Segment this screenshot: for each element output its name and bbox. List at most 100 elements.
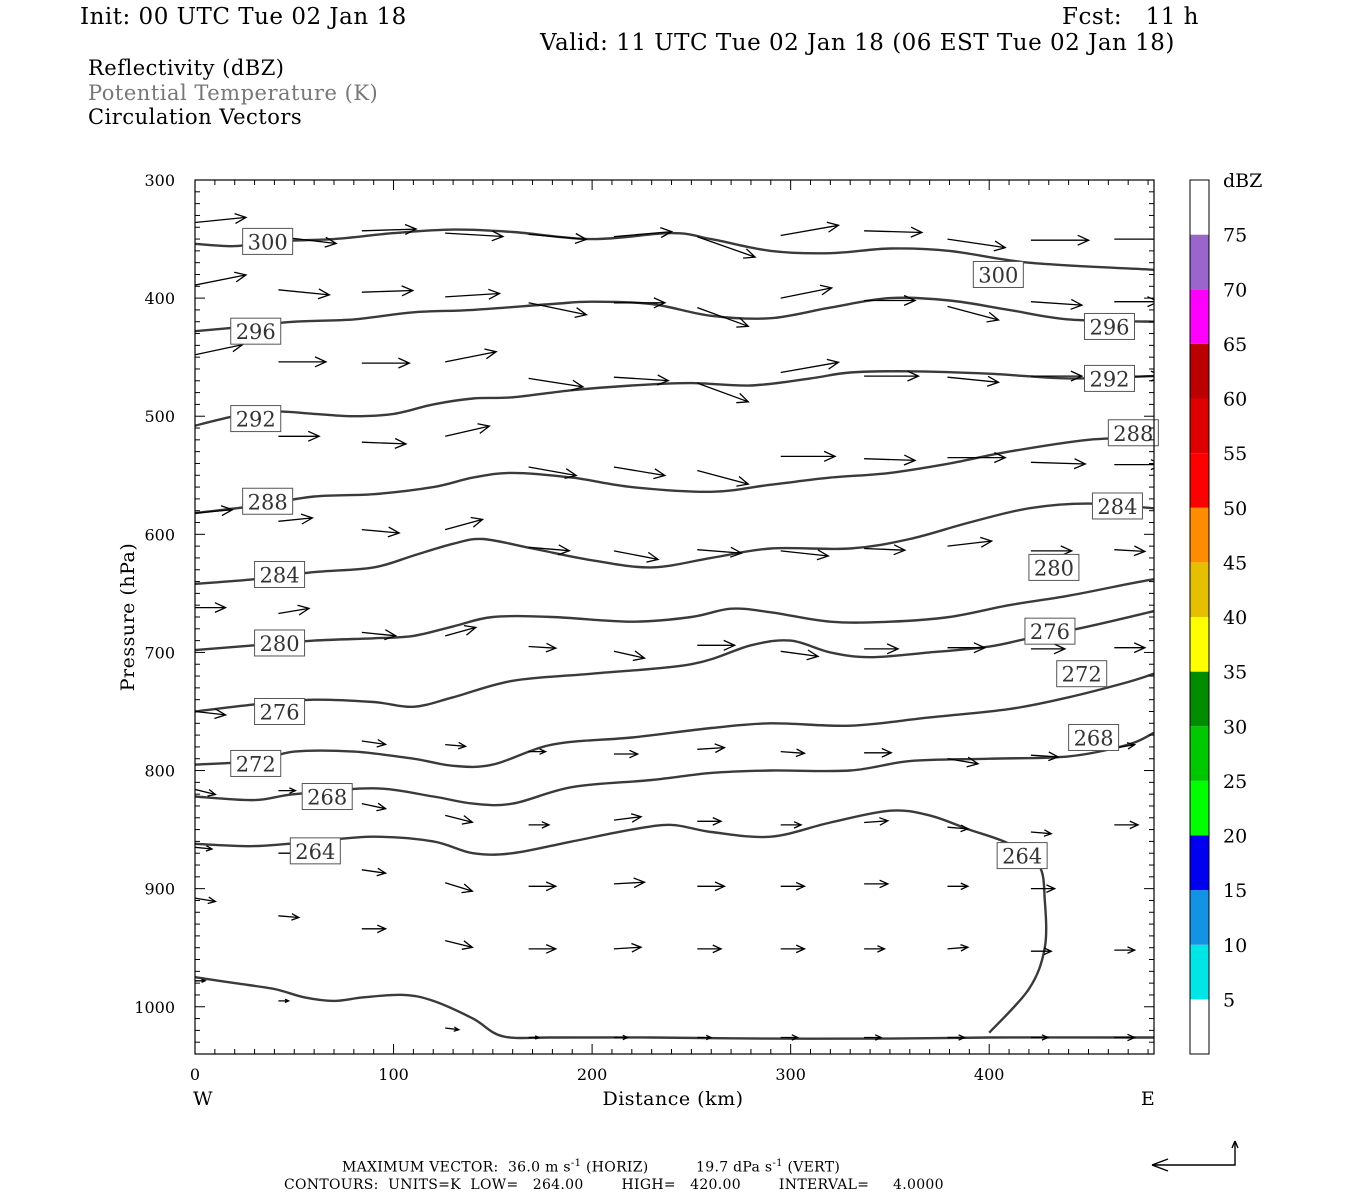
circulation-vector: [780, 450, 837, 462]
circulation-vector: [947, 238, 1007, 252]
contour-label-284: 284: [260, 563, 300, 587]
circulation-vector: [947, 943, 970, 952]
contour-label-box: [242, 487, 294, 515]
circulation-vector: [1114, 238, 1154, 240]
contour-label-276: 276: [260, 700, 300, 724]
contour-label-296: 296: [236, 320, 276, 344]
circulation-vector: [780, 284, 834, 299]
circulation-vector: [947, 824, 970, 833]
contour-labels: 300 300 296 296 292 292 288 288 284 284 280 280 276 2…: [230, 227, 1159, 870]
circulation-vector: [864, 1034, 883, 1041]
y-tick-label: 900: [144, 880, 175, 899]
contour-label-264: 264: [295, 840, 335, 864]
circulation-vector: [445, 882, 474, 894]
theta-contour-280: [195, 578, 1154, 652]
circulation-vector: [1030, 1034, 1050, 1041]
theta-contour-272: [195, 672, 1154, 769]
circulation-vector: [613, 297, 667, 309]
circulation-vector: [947, 756, 980, 768]
forecast-hour: Fcst: 11 h: [1062, 4, 1199, 30]
contour-label-300: 300: [248, 230, 288, 254]
x-tick-label: 300: [775, 1065, 806, 1084]
circulation-vector: [697, 1034, 713, 1041]
circulation-vector: [947, 1034, 967, 1041]
circulation-vector: [445, 348, 498, 363]
circulation-vector: [528, 821, 551, 829]
circulation-vector: [780, 944, 807, 954]
circulation-vector: [780, 821, 803, 829]
circulation-vector: [697, 639, 737, 651]
colorbar-bin: [1190, 180, 1209, 235]
reference-vector-head-up: [1231, 1140, 1239, 1149]
contour-label-box: [1084, 312, 1136, 340]
circulation-vector: [947, 375, 1001, 387]
contour-label-box: [1028, 553, 1080, 581]
contour-label-box: [1056, 660, 1108, 688]
contour-label-box: [1068, 723, 1120, 751]
colorbar-bin: [1190, 835, 1209, 891]
contour-label-288: 288: [248, 490, 288, 514]
contour-label-box: [972, 260, 1024, 288]
circulation-vector: [613, 749, 640, 759]
colorbar-level-label: 60: [1223, 389, 1247, 411]
contour-label-268: 268: [307, 786, 347, 810]
y-tick-label: 700: [144, 643, 175, 662]
colorbar-bin: [1190, 562, 1209, 617]
contour-label-box: [230, 405, 282, 433]
circulation-vector: [1030, 458, 1087, 470]
circulation-vector: [780, 1034, 800, 1041]
contour-label-268: 268: [1074, 726, 1114, 750]
contour-label-272: 272: [1062, 663, 1102, 687]
y-tick-label: 600: [144, 525, 175, 544]
reference-vector-head-left: [1151, 1158, 1169, 1172]
circulation-vector: [361, 357, 411, 369]
circulation-vector: [947, 452, 1007, 464]
contour-label-284: 284: [1097, 495, 1137, 519]
circulation-vector: [528, 642, 558, 653]
circulation-vector: [445, 516, 485, 531]
circulation-vector: [361, 629, 398, 641]
circulation-vector: [780, 649, 820, 661]
circulation-vector: [864, 643, 900, 655]
circulation-vector: [697, 944, 723, 954]
x-tick-label: 400: [974, 1065, 1005, 1084]
circulation-vector: [195, 271, 248, 286]
circulation-vector: [528, 232, 588, 245]
circulation-vector: [613, 877, 647, 889]
east-label: E: [1141, 1088, 1155, 1110]
circulation-vector: [445, 624, 478, 637]
circulation-vector: [697, 469, 750, 487]
theta-contour-284: [195, 502, 1154, 586]
colorbar-bin: [1190, 726, 1209, 781]
contour-label-box: [254, 560, 306, 588]
circulation-vector: [1030, 947, 1053, 956]
y-tick-label: 500: [144, 407, 175, 426]
circulation-vector: [1030, 234, 1091, 246]
circulation-vector: [278, 998, 291, 1004]
colorbar-level-label: 15: [1223, 880, 1247, 902]
circulation-vector: [195, 708, 228, 720]
contour-label-box: [230, 317, 282, 345]
circulation-vector: [697, 382, 750, 404]
colorbar-level-label: 50: [1223, 498, 1247, 520]
circulation-vector: [195, 896, 217, 905]
circulation-vectors: [195, 212, 1154, 1042]
circulation-vector: [445, 423, 491, 437]
circulation-vector: [445, 1026, 461, 1032]
circulation-vector: [1114, 946, 1137, 954]
contour-label-box: [230, 749, 282, 777]
circulation-vector: [195, 788, 217, 797]
circulation-vector: [613, 226, 674, 239]
circulation-vector: [613, 550, 660, 563]
circulation-vector: [278, 604, 311, 616]
circulation-vector: [445, 741, 468, 750]
circulation-vector: [613, 374, 670, 386]
circulation-vector: [528, 944, 558, 954]
contour-label-272: 272: [236, 752, 276, 776]
colorbar-level-label: 25: [1223, 771, 1247, 793]
colorbar-level-label: 55: [1223, 443, 1247, 465]
circulation-vector: [195, 978, 207, 983]
contour-label-box: [1084, 364, 1136, 392]
circulation-vector: [361, 223, 418, 235]
circulation-vector: [613, 650, 647, 662]
